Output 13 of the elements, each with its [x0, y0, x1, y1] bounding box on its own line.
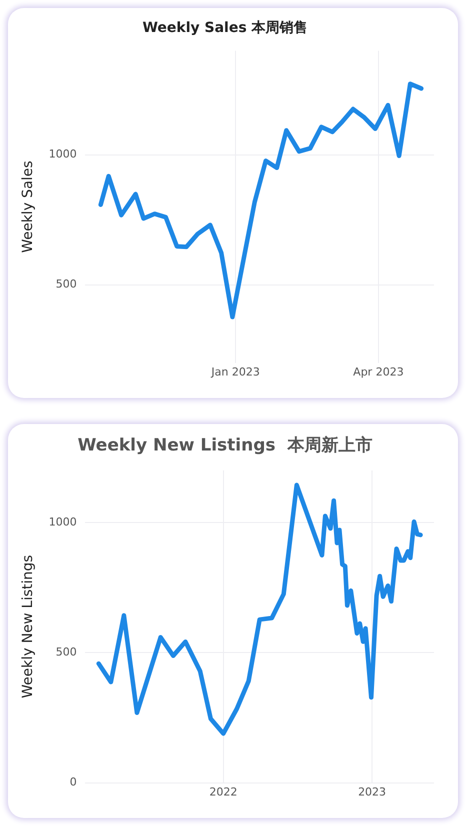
y-tick-label: 500: [56, 645, 77, 658]
y-axis-title: Weekly New Listings: [20, 554, 36, 698]
y-tick-label: 1000: [48, 148, 77, 161]
y-axis-title: Weekly Sales: [20, 160, 36, 253]
chart-title: Weekly New Listings 本周新上市: [78, 436, 372, 456]
x-tick-label: 2023: [358, 785, 386, 798]
x-tick-label: 2022: [209, 785, 238, 798]
y-tick-label: 0: [70, 776, 77, 789]
chart-title: Weekly Sales 本周销售: [142, 20, 308, 36]
x-tick-label: Jan 2023: [210, 365, 260, 378]
y-tick-label: 500: [56, 278, 77, 291]
x-tick-label: Apr 2023: [353, 365, 404, 378]
y-tick-label: 1000: [48, 515, 77, 528]
